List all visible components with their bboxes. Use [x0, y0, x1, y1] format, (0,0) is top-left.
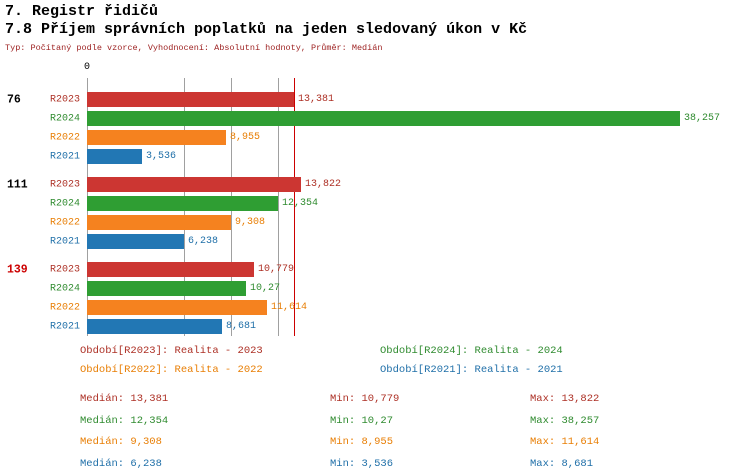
bar-r2024 — [87, 281, 246, 296]
bar-value-label: 10,27 — [250, 283, 281, 294]
legend-item-r2022: Období[R2022]: Realita - 2022 — [80, 364, 263, 376]
chart-title: 7.8 Příjem správních poplatků na jeden s… — [5, 21, 528, 38]
stats-median-value: Medián: 6,238 — [80, 457, 162, 470]
row-label-cell: R2021 — [0, 232, 87, 251]
series-label-r2024: R2024 — [49, 283, 80, 294]
bar-group-111: 111 R2023 13,822 R2024 12,354 R2022 9,308 R2021… — [0, 175, 750, 251]
legend-item-r2023: Období[R2023]: Realita - 2023 — [80, 345, 263, 357]
row-label-cell: R2021 — [0, 317, 87, 336]
bar-r2021 — [87, 319, 222, 334]
bar-row: R2024 10,27 — [0, 279, 750, 298]
row-label-cell: R2022 — [0, 213, 87, 232]
stats-max-value: Max: 13,822 — [530, 393, 600, 405]
bar-value-label: 10,779 — [258, 264, 295, 275]
bar-row: 111 R2023 13,822 — [0, 175, 750, 194]
x-axis-zero-label: 0 — [83, 62, 91, 73]
bar-r2023 — [87, 262, 254, 277]
stats-max-value: Max: 38,257 — [530, 414, 600, 427]
stats-row-r2024: Medián: 12,354 Min: 10,27 Max: 38,257 — [0, 411, 750, 433]
bar-row: R2021 6,238 — [0, 232, 750, 251]
bar-row: R2022 11,614 — [0, 298, 750, 317]
bar-value-label: 9,308 — [235, 217, 266, 228]
row-label-cell: R2022 — [0, 298, 87, 317]
series-label-r2024: R2024 — [49, 113, 80, 124]
chart-subtitle: Typ: Počítaný podle vzorce, Vyhodnocení:… — [5, 43, 383, 53]
stats-max-value: Max: 8,681 — [530, 457, 594, 470]
bar-value-label: 8,955 — [230, 132, 261, 143]
bar-value-label: 13,822 — [305, 179, 342, 190]
stats-row-r2022: Medián: 9,308 Min: 8,955 Max: 11,614 — [0, 432, 750, 454]
series-label-r2023: R2023 — [49, 94, 80, 105]
bar-row: R2022 8,955 — [0, 128, 750, 147]
bar-r2022 — [87, 300, 267, 315]
series-label-r2022: R2022 — [49, 217, 80, 228]
group-label: 139 — [7, 263, 28, 276]
bar-value-label: 38,257 — [684, 113, 721, 124]
stats-median-value: Medián: 9,308 — [80, 436, 162, 448]
series-label-r2021: R2021 — [49, 151, 80, 162]
bar-r2024 — [87, 196, 278, 211]
bar-r2023 — [87, 92, 294, 107]
bar-group-139: 139 R2023 10,779 R2024 10,27 R2022 11,614 R2021… — [0, 260, 750, 336]
row-label-cell: 139 R2023 — [0, 260, 87, 279]
stats-min-value: Min: 3,536 — [330, 457, 394, 470]
series-label-r2021: R2021 — [49, 236, 80, 247]
bar-groups: 76 R2023 13,381 R2024 38,257 R2022 8,955 R2021 3… — [0, 90, 750, 345]
stats-row-r2021: Medián: 6,238 Min: 3,536 Max: 8,681 — [0, 454, 750, 476]
bar-row: R2024 12,354 — [0, 194, 750, 213]
bar-row: R2022 9,308 — [0, 213, 750, 232]
bar-r2021 — [87, 234, 184, 249]
bar-value-label: 12,354 — [282, 198, 319, 209]
bar-value-label: 8,681 — [226, 321, 257, 332]
bar-value-label: 11,614 — [271, 302, 308, 313]
gridline-median-r2023 — [294, 78, 295, 336]
bar-r2022 — [87, 215, 231, 230]
legend-item-r2024: Období[R2024]: Realita - 2024 — [380, 345, 563, 357]
row-label-cell: R2024 — [0, 109, 87, 128]
series-label-r2022: R2022 — [49, 302, 80, 313]
group-label: 76 — [7, 93, 21, 106]
gridline-median-r2024 — [278, 78, 279, 336]
bar-value-label: 6,238 — [188, 236, 219, 247]
legend: Období[R2023]: Realita - 2023 Období[R202… — [0, 342, 750, 380]
bar-r2023 — [87, 177, 301, 192]
bar-row: 139 R2023 10,779 — [0, 260, 750, 279]
bar-value-label: 3,536 — [146, 151, 177, 162]
stats-min-value: Min: 10,779 — [330, 393, 400, 405]
series-label-r2023: R2023 — [49, 264, 80, 275]
series-label-r2022: R2022 — [49, 132, 80, 143]
row-label-cell: R2022 — [0, 128, 87, 147]
row-label-cell: R2021 — [0, 147, 87, 166]
bar-group-76: 76 R2023 13,381 R2024 38,257 R2022 8,955 R2021 3… — [0, 90, 750, 166]
stats-median-value: Medián: 13,381 — [80, 393, 169, 405]
bar-value-label: 13,381 — [298, 94, 335, 105]
bar-row: R2021 8,681 — [0, 317, 750, 336]
row-label-cell: 76 R2023 — [0, 90, 87, 109]
report-section-title: 7. Registr řidičů — [5, 3, 159, 20]
series-label-r2023: R2023 — [49, 179, 80, 190]
series-label-r2021: R2021 — [49, 321, 80, 332]
bar-row: R2021 3,536 — [0, 147, 750, 166]
stats-min-value: Min: 10,27 — [330, 414, 394, 427]
row-label-cell: 111 R2023 — [0, 175, 87, 194]
bar-r2021 — [87, 149, 142, 164]
stats-median-value: Medián: 12,354 — [80, 414, 169, 427]
stats-row-r2023: Medián: 13,381 Min: 10,779 Max: 13,822 — [0, 389, 750, 411]
group-label: 111 — [7, 178, 28, 191]
bar-r2022 — [87, 130, 226, 145]
stats-max-value: Max: 11,614 — [530, 436, 600, 448]
bar-row: R2024 38,257 — [0, 109, 750, 128]
bar-chart: 0 76 R2023 13,381 R2024 38,257 R2022 8,955 R202… — [0, 60, 750, 340]
series-label-r2024: R2024 — [49, 198, 80, 209]
legend-item-r2021: Období[R2021]: Realita - 2021 — [380, 364, 563, 376]
stats-min-value: Min: 8,955 — [330, 436, 394, 448]
bar-r2024 — [87, 111, 680, 126]
row-label-cell: R2024 — [0, 194, 87, 213]
stats-table: Medián: 13,381 Min: 10,779 Max: 13,822 Medi… — [0, 389, 750, 475]
row-label-cell: R2024 — [0, 279, 87, 298]
bar-row: 76 R2023 13,381 — [0, 90, 750, 109]
